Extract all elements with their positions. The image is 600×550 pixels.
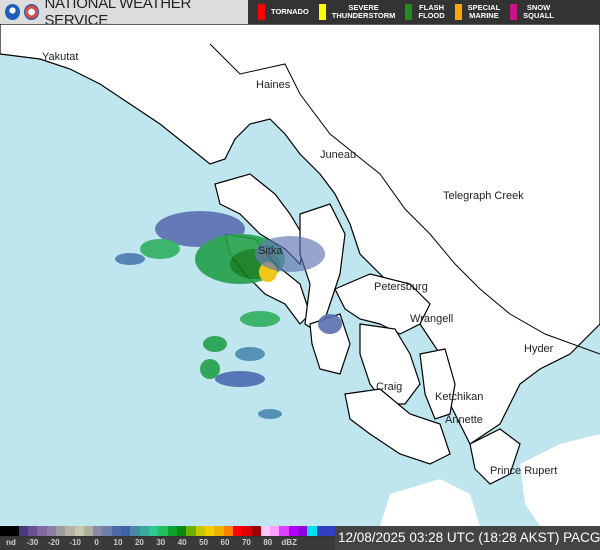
scale-label: 80	[263, 538, 273, 547]
scale-label: 20	[134, 538, 144, 547]
place-sitka: Sitka	[258, 245, 283, 257]
warning-label: SNOW SQUALL	[523, 3, 555, 20]
warning-swatch	[510, 4, 518, 20]
scale-swatch	[214, 526, 224, 536]
scale-swatch	[270, 526, 280, 536]
scale-label: nd	[6, 538, 16, 547]
footer: nd -30 -20 -10 0 10 20 30 40 50 60 70 80 dBZ 12/08/20…	[0, 526, 600, 550]
scale-swatch	[251, 526, 261, 536]
scale-label: 70	[241, 538, 251, 547]
scale-swatch	[121, 526, 131, 536]
scale-swatch	[9, 526, 19, 536]
scale-swatch	[186, 526, 196, 536]
warning-label: FLASH FLOOD	[418, 3, 445, 20]
scale-swatch	[242, 526, 252, 536]
place-juneau: Juneau	[320, 149, 356, 161]
warning-item: FLASH FLOOD	[405, 3, 445, 20]
scale-label: dBZ	[281, 538, 297, 547]
scale-label: 40	[177, 538, 187, 547]
timestamp: 12/08/2025 03:28 UTC (18:28 AKST) PACG	[335, 526, 600, 550]
warning-item: SEVERE THUNDERSTORM	[318, 3, 396, 20]
scale-label: 10	[113, 538, 123, 547]
scale-swatch	[316, 526, 326, 536]
warning-swatch	[405, 4, 413, 20]
scale-label: 50	[199, 538, 209, 547]
warning-legend: TORNADO SEVERE THUNDERSTORM FLASH FLOOD SPE…	[248, 0, 600, 24]
scale-swatch	[55, 526, 66, 536]
scale-swatch	[223, 526, 233, 536]
scale-label: -10	[69, 538, 81, 547]
scale-swatch	[167, 526, 177, 536]
scale-swatch	[139, 526, 149, 536]
scale-swatch	[158, 526, 168, 536]
scale-swatch	[18, 526, 28, 536]
scale-swatch	[195, 526, 205, 536]
scale-swatch	[27, 526, 38, 536]
scale-swatch	[325, 526, 336, 536]
brand-bar: NATIONAL WEATHER SERVICE	[0, 0, 248, 29]
radar-map[interactable]: Yakutat Haines Juneau Telegraph Creek Si…	[0, 24, 600, 526]
warning-swatch	[454, 4, 462, 20]
nws-logo	[24, 4, 40, 20]
place-yakutat: Yakutat	[42, 51, 79, 63]
scale-swatch	[65, 526, 75, 536]
scale-swatch	[0, 526, 10, 536]
warning-label: SEVERE THUNDERSTORM	[331, 3, 396, 20]
place-petersburg: Petersburg	[374, 281, 428, 293]
warning-item: TORNADO	[258, 4, 309, 20]
scale-labels: nd -30 -20 -10 0 10 20 30 40 50 60 70 80 dBZ	[0, 537, 335, 550]
scale-swatch	[204, 526, 215, 536]
scale-swatch	[83, 526, 94, 536]
scale-swatch	[176, 526, 187, 536]
scale-label: 0	[94, 538, 99, 547]
scale-label: -20	[48, 538, 60, 547]
place-wrangell: Wrangell	[410, 313, 453, 325]
scale-swatch	[260, 526, 271, 536]
place-ketchikan: Ketchikan	[435, 391, 483, 403]
scale-swatch	[232, 526, 243, 536]
scale-swatch	[74, 526, 84, 536]
scale-swatch	[279, 526, 289, 536]
scale-swatch	[130, 526, 140, 536]
warning-item: SNOW SQUALL	[510, 4, 554, 20]
warning-swatch	[258, 4, 265, 20]
scale-swatch	[46, 526, 56, 536]
scale-label: -30	[26, 538, 39, 547]
place-telegraph-creek: Telegraph Creek	[443, 190, 524, 202]
warning-item: SPECIAL MARINE	[454, 3, 501, 20]
place-haines: Haines	[256, 79, 291, 91]
scale-swatch	[149, 526, 159, 536]
warning-swatch	[318, 4, 326, 20]
scale-label: 30	[156, 538, 166, 547]
warning-label: TORNADO	[271, 7, 309, 16]
place-prince-rupert: Prince Rupert	[490, 465, 557, 477]
mainland	[0, 24, 600, 445]
scale-swatch	[93, 526, 103, 536]
canada-border	[209, 43, 600, 355]
reflectivity-color-scale	[0, 526, 336, 536]
scale-swatch	[37, 526, 47, 536]
radar-echoes	[115, 211, 342, 419]
scale-swatch	[298, 526, 308, 536]
scale-swatch	[307, 526, 317, 536]
place-labels: Yakutat Haines Juneau Telegraph Creek Si…	[42, 51, 557, 477]
scale-swatch	[102, 526, 112, 536]
place-craig: Craig	[376, 381, 402, 393]
place-annette: Annette	[445, 414, 483, 426]
scale-swatch	[111, 526, 122, 536]
place-hyder: Hyder	[524, 343, 554, 355]
header: NATIONAL WEATHER SERVICE TORNADO SEVERE T…	[0, 0, 600, 29]
warning-label: SPECIAL MARINE	[467, 3, 501, 20]
scale-label: 60	[220, 538, 230, 547]
noaa-logo	[5, 4, 21, 20]
scale-swatch	[288, 526, 298, 536]
